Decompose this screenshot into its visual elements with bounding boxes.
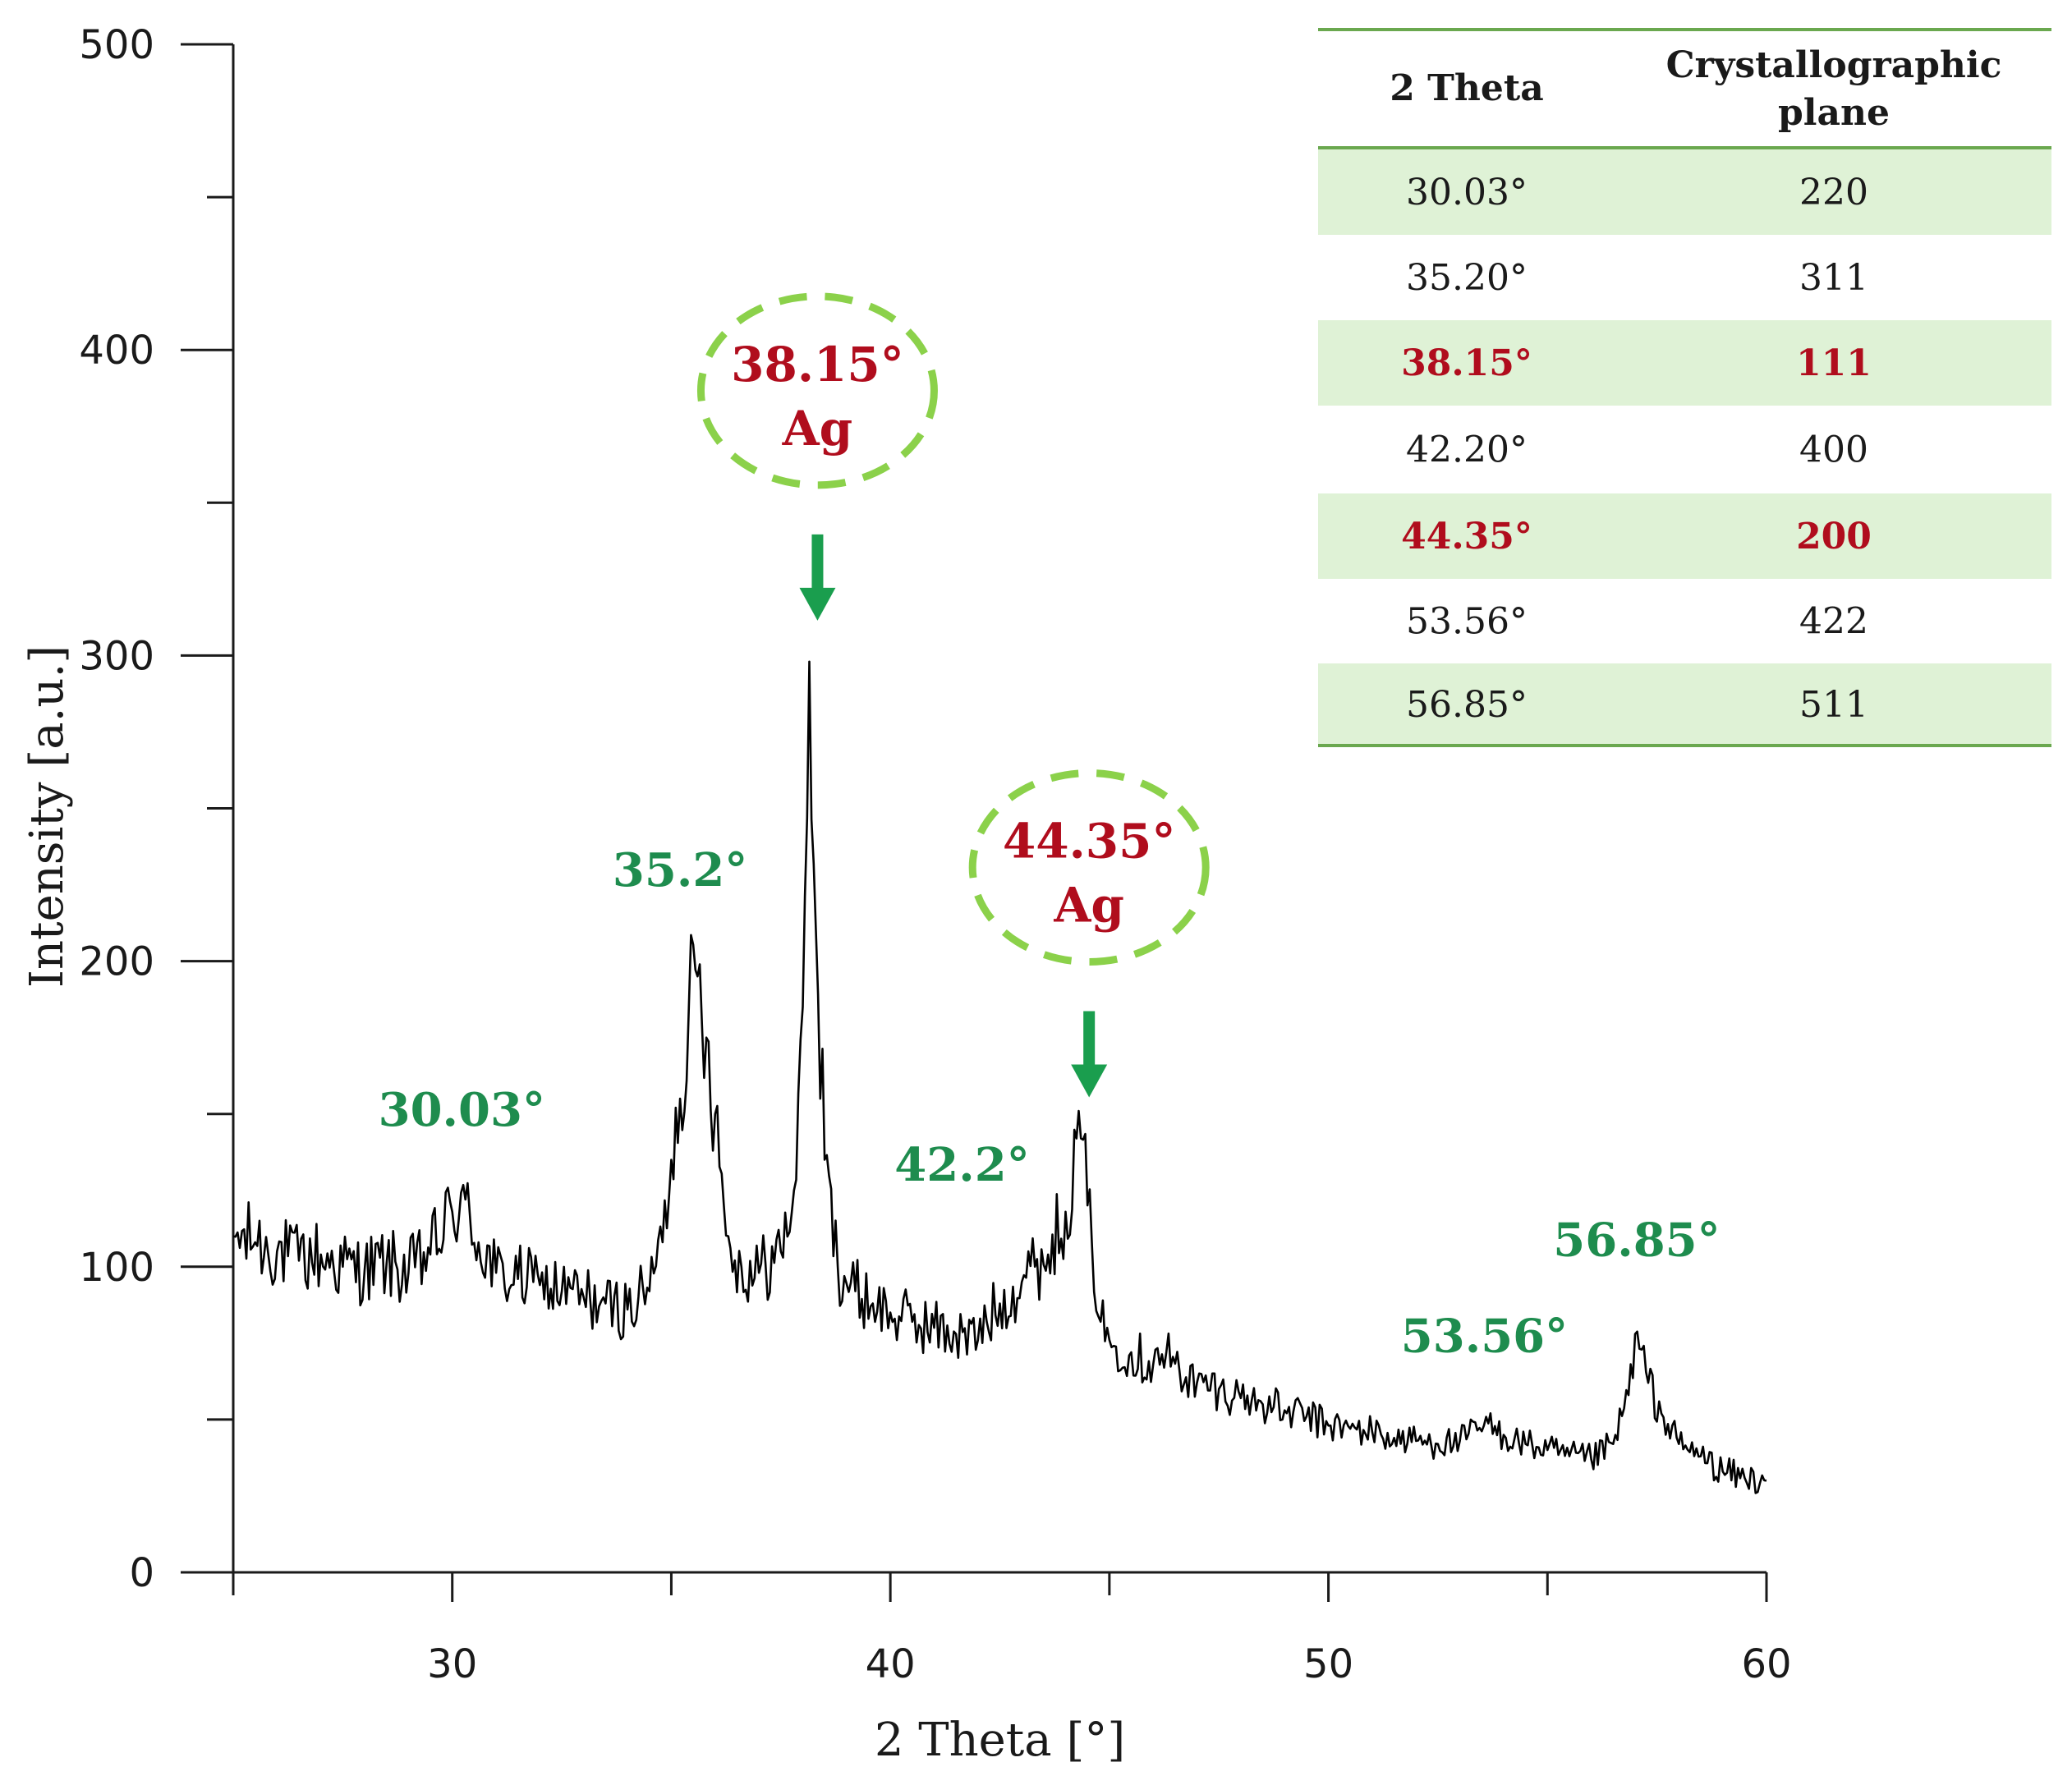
- table-row: 35.20° 311: [1406, 257, 1868, 299]
- callout-phase: Ag: [782, 401, 853, 457]
- arrow-head-icon: [1071, 1064, 1108, 1098]
- table-row: 53.56° 422: [1406, 601, 1868, 643]
- table-row: 42.20° 400: [1406, 429, 1868, 471]
- table-cell-plane: 511: [1799, 684, 1868, 726]
- x-tick-label: 60: [1741, 1641, 1791, 1687]
- table-cell-plane: 220: [1799, 172, 1868, 213]
- peak-label: 53.56°: [1401, 1309, 1568, 1363]
- peak-label: 35.2°: [613, 843, 747, 897]
- table-cell-plane: 422: [1799, 601, 1868, 643]
- y-axis-title: Intensity [a.u.]: [21, 645, 74, 988]
- y-tick-label: 100: [79, 1245, 154, 1291]
- y-tick-label: 200: [79, 939, 154, 985]
- table-cell-theta: 56.85°: [1406, 684, 1528, 726]
- callout-ring: [696, 292, 938, 489]
- ag-callout: 38.15° Ag: [696, 292, 938, 621]
- peak-label: 42.2°: [894, 1138, 1029, 1192]
- table-cell-theta: 35.20°: [1406, 257, 1528, 299]
- table-row-band: [1318, 320, 2051, 406]
- callouts: 38.15° Ag 44.35° Ag: [696, 292, 1210, 1098]
- x-tick-label: 30: [427, 1641, 477, 1687]
- x-tick-label: 40: [866, 1641, 916, 1687]
- x-tick-label: 50: [1303, 1641, 1353, 1687]
- table-header-theta: 2 Theta: [1390, 67, 1544, 109]
- table-cell-theta: 42.20°: [1406, 429, 1528, 471]
- table-row-band: [1318, 663, 2051, 746]
- table-row: 44.35° 200: [1318, 493, 2051, 579]
- series-line: [232, 660, 1767, 1494]
- table-cell-plane: 111: [1796, 342, 1872, 384]
- y-tick-label: 500: [79, 22, 154, 68]
- table-row: 30.03° 220: [1318, 149, 2051, 235]
- table-row-band: [1318, 149, 2051, 235]
- y-tick-label: 300: [79, 633, 154, 679]
- table-row: 56.85° 511: [1318, 663, 2051, 746]
- axes: 0 100 200 300 400 500 30 40 50 60: [79, 22, 1791, 1687]
- table-cell-plane: 311: [1799, 257, 1868, 299]
- callout-angle: 38.15°: [731, 337, 904, 392]
- table-row: 38.15° 111: [1318, 320, 2051, 406]
- table-cell-theta: 53.56°: [1406, 601, 1528, 643]
- peak-labels: 30.03° 35.2° 42.2° 53.56° 56.85°: [379, 843, 1721, 1363]
- callout-ring: [968, 769, 1210, 966]
- reference-table: 2 Theta Crystallographic plane 30.03° 220 35.…: [1318, 28, 2051, 747]
- x-axis-title: 2 Theta [°]: [875, 1714, 1125, 1767]
- callout-angle: 44.35°: [1003, 813, 1176, 869]
- table-cell-theta: 30.03°: [1406, 172, 1528, 213]
- table-row-band: [1318, 493, 2051, 579]
- table-header-plane: Crystallographic: [1666, 44, 2002, 86]
- series-layer: [232, 660, 1767, 1494]
- table-header-plane-2: plane: [1778, 92, 1890, 134]
- arrow-head-icon: [799, 587, 836, 621]
- table-cell-theta: 38.15°: [1401, 342, 1532, 384]
- callout-phase: Ag: [1053, 877, 1124, 933]
- ag-callout: 44.35° Ag: [968, 769, 1210, 1098]
- y-tick-label: 0: [129, 1550, 154, 1596]
- table-cell-plane: 200: [1796, 516, 1872, 558]
- peak-label: 30.03°: [379, 1083, 545, 1137]
- table-cell-plane: 400: [1799, 429, 1868, 471]
- table-cell-theta: 44.35°: [1401, 516, 1532, 558]
- y-tick-label: 400: [79, 328, 154, 374]
- peak-label: 56.85°: [1553, 1214, 1720, 1268]
